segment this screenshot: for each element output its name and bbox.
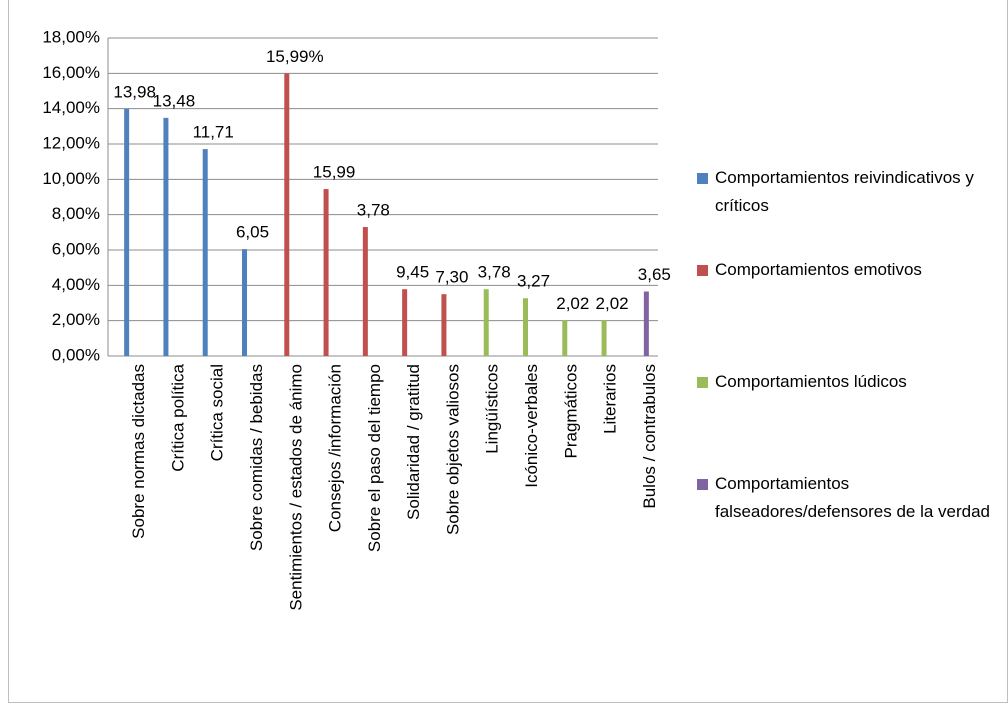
bar	[284, 73, 290, 356]
legend-item: Comportamientos reivindicativos y crític…	[697, 164, 997, 220]
data-label: 6,05	[236, 223, 269, 242]
legend-swatch	[697, 173, 708, 184]
bar	[562, 320, 568, 356]
data-label: 13,98	[113, 83, 156, 102]
x-tick-label: Solidaridad / gratitud	[404, 364, 423, 520]
legend-item: Comportamientos lúdicos	[697, 368, 997, 396]
data-label: 9,45	[396, 263, 429, 282]
y-tick-label: 10,00%	[42, 169, 100, 188]
data-label: 11,71	[193, 123, 234, 142]
x-tick-label: Crítica política	[168, 363, 187, 471]
x-tick-label: Sobre normas dictadas	[129, 364, 148, 539]
x-tick-label: Pragmáticos	[561, 364, 580, 458]
x-tick-label: Sentimientos / estados de ánimo	[286, 364, 305, 611]
data-label: 15,99	[313, 163, 356, 182]
legend-label: Comportamientos lúdicos	[715, 372, 907, 391]
data-label: 15,99%	[266, 47, 324, 66]
y-tick-label: 8,00%	[52, 204, 100, 223]
data-label: 2,02	[596, 294, 629, 313]
data-label: 2,02	[556, 294, 589, 313]
bar	[163, 117, 169, 356]
bar	[523, 298, 528, 356]
x-tick-label: Literarios	[601, 364, 620, 434]
y-tick-label: 6,00%	[52, 239, 100, 258]
x-tick-label: Crítica social	[208, 364, 227, 461]
y-tick-label: 0,00%	[52, 345, 100, 364]
bar	[601, 320, 607, 356]
x-tick-label: Consejos /información	[326, 364, 345, 532]
y-tick-label: 12,00%	[42, 133, 100, 152]
y-tick-label: 2,00%	[52, 310, 100, 329]
legend-label: Comportamientos falseadores/defensores d…	[715, 474, 991, 521]
data-label: 3,78	[357, 201, 390, 220]
data-label: 3,65	[638, 265, 671, 284]
y-tick-label: 14,00%	[42, 98, 100, 117]
bar	[441, 294, 447, 356]
bar	[362, 227, 368, 356]
x-tick-label: Sobre comidas / bebidas	[247, 364, 266, 551]
legend-swatch	[697, 265, 708, 276]
data-label: 3,27	[517, 272, 550, 291]
y-tick-label: 4,00%	[52, 275, 100, 294]
legend-label: Comportamientos reivindicativos y crític…	[715, 168, 974, 215]
bar	[202, 149, 208, 356]
x-tick-label: Icónico-verbales	[522, 364, 541, 488]
bar	[483, 289, 489, 356]
x-tick-label: Sobre objetos valiosos	[443, 364, 462, 535]
bar	[242, 249, 247, 356]
legend-swatch	[697, 479, 708, 490]
legend-swatch	[697, 377, 708, 388]
x-tick-label: Lingüísticos	[483, 364, 502, 454]
data-label: 13,48	[153, 91, 196, 110]
bar	[124, 109, 130, 357]
legend-item: Comportamientos falseadores/defensores d…	[697, 470, 997, 526]
y-tick-label: 16,00%	[42, 63, 100, 82]
legend-label: Comportamientos emotivos	[715, 260, 922, 279]
data-label: 3,78	[478, 263, 511, 282]
data-label: 7,30	[435, 268, 468, 287]
x-tick-label: Bulos / contrabulos	[640, 364, 659, 509]
bar	[402, 289, 408, 356]
bar	[643, 291, 649, 356]
bar	[323, 189, 329, 356]
x-tick-label: Sobre el paso del tiempo	[365, 364, 384, 552]
y-tick-label: 18,00%	[42, 27, 100, 46]
legend-item: Comportamientos emotivos	[697, 256, 997, 284]
